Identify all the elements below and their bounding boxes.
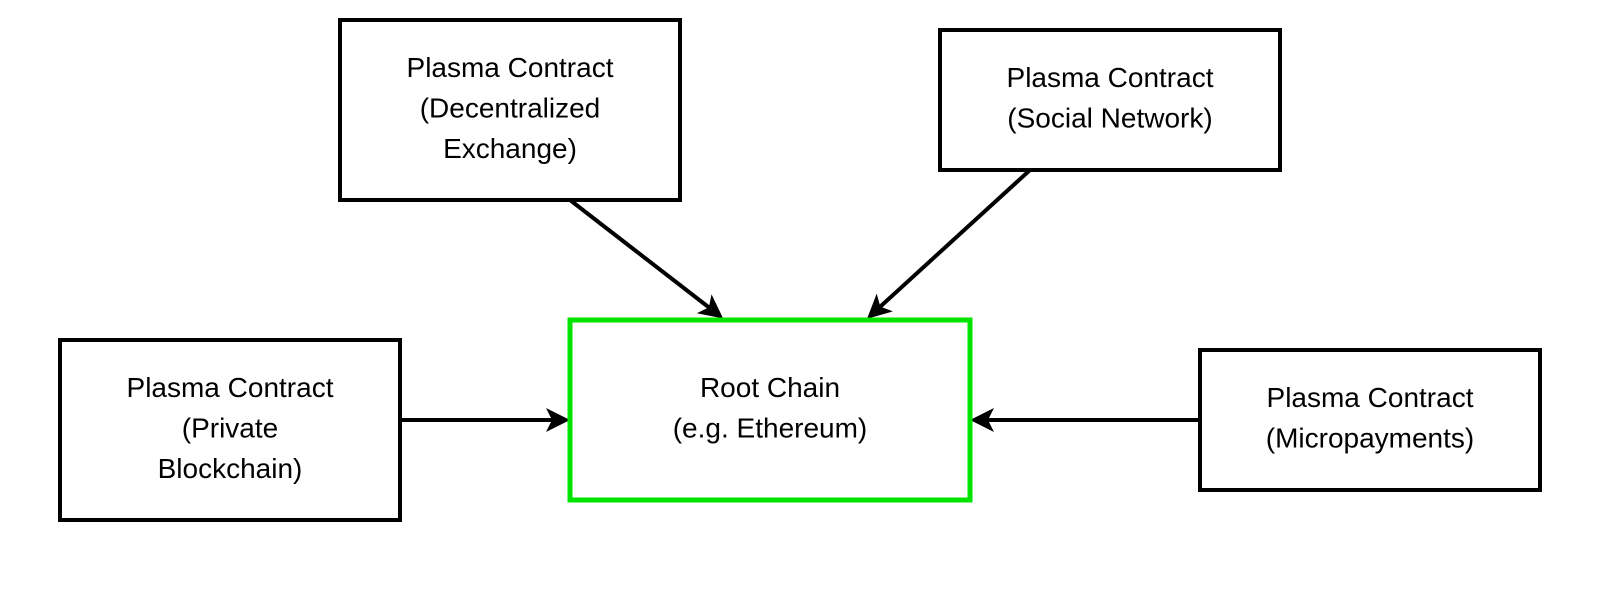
node-social-label-line-0: Plasma Contract [1007,62,1214,93]
node-dex: Plasma Contract (Decentralized Exchange) [340,20,680,200]
node-private-label-line-1: (Private [182,412,278,443]
node-private: Plasma Contract (Private Blockchain) [60,340,400,520]
node-root: Root Chain (e.g. Ethereum) [570,320,970,500]
node-social: Plasma Contract (Social Network) [940,30,1280,170]
node-micro: Plasma Contract (Micropayments) [1200,350,1540,490]
node-social-label-line-1: (Social Network) [1007,103,1212,134]
node-root-box [570,320,970,500]
node-dex-label-line-1: (Decentralized [420,92,601,123]
node-dex-label-line-2: Exchange) [443,133,577,164]
node-root-label-line-1: (e.g. Ethereum) [673,413,868,444]
node-micro-label-line-0: Plasma Contract [1267,382,1474,413]
node-private-label-line-0: Plasma Contract [127,372,334,403]
node-private-label-line-2: Blockchain) [158,453,303,484]
diagram-canvas: Root Chain (e.g. Ethereum) Plasma Contract… [0,0,1606,612]
node-micro-box [1200,350,1540,490]
node-dex-label-line-0: Plasma Contract [407,52,614,83]
node-micro-label-line-1: (Micropayments) [1266,423,1474,454]
node-root-label-line-0: Root Chain [700,372,840,403]
node-social-box [940,30,1280,170]
